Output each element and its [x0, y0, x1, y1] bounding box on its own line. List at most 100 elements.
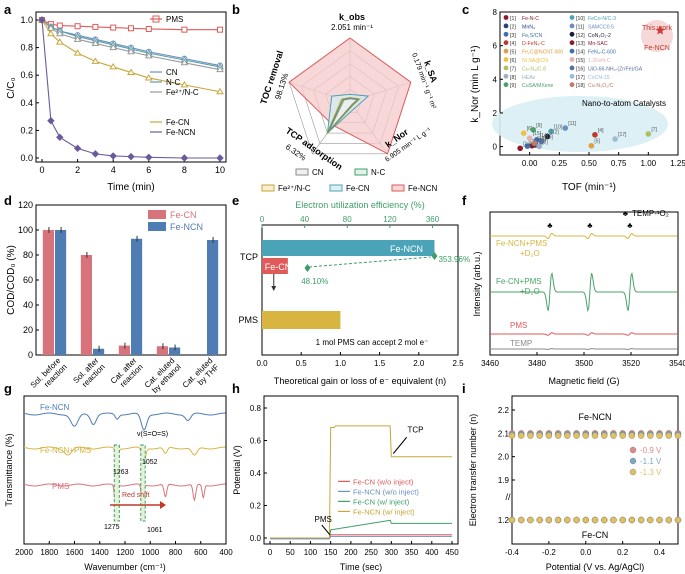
- scatter-point-c: [531, 140, 538, 147]
- legend-label-fe2nc: Fe²⁺/N-C: [166, 88, 199, 97]
- x-tick-label-g: 600: [194, 548, 208, 557]
- point-label-c: [11]: [568, 121, 577, 127]
- x-tick-label-e: 2.5: [452, 359, 464, 368]
- x-tick-label-e: 2.0: [413, 359, 425, 368]
- legend-dot-c: [569, 73, 575, 79]
- y-tick-label-d: 120: [18, 200, 33, 210]
- this-work-halo: [641, 20, 673, 52]
- spectrum-label-f: TEMP: [510, 339, 532, 348]
- data-point-a: [73, 144, 82, 153]
- data-point-fecn-i: [527, 516, 534, 524]
- scatter-points-c: [1][2][3][4][5][6][7][8][9][10][11][12][…: [517, 25, 665, 152]
- bars-d: [42, 227, 219, 355]
- panel-letter-f: f: [462, 193, 467, 208]
- legend-label-nc: N-C: [166, 78, 180, 87]
- y-tick-label-d: 60: [23, 275, 33, 285]
- data-point-fecn-i: [601, 516, 608, 524]
- series-line-4: [41, 19, 221, 93]
- y-tick-label-c: 8: [493, 8, 498, 17]
- bar-fecn-e: [262, 258, 288, 274]
- y-tick-label-h: 0.8: [250, 404, 262, 413]
- scatter-point-c: [536, 143, 542, 150]
- legend-num-c: [10]: [576, 16, 585, 22]
- data-point-fencn-i: [674, 432, 682, 439]
- x-tick-label-i: 0.4: [654, 548, 666, 557]
- annotation-arrow-tcp: [392, 436, 408, 454]
- data-point-a: [109, 152, 117, 160]
- legend-dot-c: [503, 31, 509, 37]
- legend-num-c: [17]: [576, 75, 585, 81]
- bars-e: 0.0 0.5 1.0 1.5 2.0 2.5 0 40 80 120 360 Fe-NCN Fe-CN…: [238, 215, 470, 368]
- category-label-tcp: TCP: [240, 252, 258, 262]
- y-tick-label-d: 80: [23, 250, 33, 260]
- radar-series-b: [288, 37, 412, 155]
- x-label-g: Wavenumber (cm⁻¹): [84, 562, 165, 572]
- x-tick-label-g: 400: [219, 548, 233, 557]
- scatter-point-c: [544, 133, 551, 140]
- data-point-a: [127, 152, 135, 161]
- legend-name-c: D-FeN₄-C: [522, 41, 545, 47]
- legend-name-c: Cu-N₃O₂/C: [588, 83, 614, 89]
- data-point-fecn-i: [656, 516, 663, 524]
- legend-label-cn: CN: [166, 68, 178, 77]
- ftir-fencn: [23, 412, 226, 431]
- y-label-f: Intensity (arb.u.): [472, 251, 482, 316]
- x-tick-label-g: 1400: [91, 548, 109, 557]
- data-point-a: [145, 153, 153, 162]
- data-point-fecn-i: [619, 516, 626, 524]
- epr-spectra-f: 3460 3480 3500 3520 3540♣ ♣ ♣♣Fe-NCN+PMS+D₂OFe…: [481, 209, 685, 368]
- data-point-fecn-i: [582, 516, 589, 524]
- curve-fencn-w: [270, 425, 452, 539]
- legend-num-c: [12]: [576, 33, 585, 39]
- group-label-fecn: Fe-CN: [582, 530, 609, 540]
- point-label-c: [7]: [651, 127, 657, 133]
- data-point-a: [180, 80, 189, 88]
- spectrum-label-f: +D₂O: [520, 287, 540, 296]
- club-marker-f: ♣: [547, 221, 553, 230]
- legend-name-c: CoCN-15: [588, 75, 610, 81]
- y-tick-label-a: 0.2: [20, 125, 33, 135]
- x-tick-label-e: 1.5: [374, 359, 386, 368]
- panel-b: k_obs 2.051 min⁻¹ k_SA 0.179 min⁻¹ g⁻¹ m…: [258, 12, 439, 193]
- legend-dot-c: [569, 31, 575, 37]
- legend-num-c: [11]: [576, 24, 585, 30]
- bar-d: [93, 348, 105, 355]
- panel-g: 2000 1800 1600 1400 1200 1000 800 600 400 Fe-NCN F…: [4, 395, 233, 572]
- x-tick-label-a: 6: [146, 165, 151, 175]
- band-box-1263: [113, 444, 120, 522]
- category-label-d: Sol. afterreaction: [71, 356, 107, 392]
- spectrum-label-f: PMS: [510, 321, 527, 330]
- panel-d: 0 20 40 60 80 100 120 Sol. beforereaction Sol. …: [6, 200, 227, 395]
- legend-dot-c: [503, 73, 509, 79]
- x-label-c: TOF (min⁻¹): [562, 182, 616, 193]
- data-point-fencn-i: [564, 432, 571, 439]
- legend-name-c: 1.2FeN-C: [588, 58, 611, 64]
- legend-num-c: [3]: [510, 33, 516, 39]
- scatter-point-c: [517, 145, 523, 152]
- axis-ticks-a: 0 2 4 6 8 10 0.0 0.2 0.4 0.6 0.8 1.0: [20, 15, 225, 175]
- legend-dot-i: [629, 446, 637, 454]
- x-tick-label-c: 1.25: [670, 159, 685, 168]
- legend-dot-c: [503, 15, 509, 20]
- efficiency-label-fecn: 48.10%: [301, 277, 328, 286]
- radar-series-3: [326, 93, 370, 135]
- legend-label-nc-b: N-C: [371, 168, 385, 177]
- legend-label-h: Fe-CN (w/o inject): [353, 477, 414, 486]
- bar-d: [169, 347, 181, 355]
- y-tick-label-i: 1.2: [498, 516, 510, 525]
- y-tick-label-c: 0: [493, 143, 498, 152]
- data-point-a: [74, 23, 81, 30]
- legend-num-c: [14]: [576, 50, 585, 56]
- scatter-point-c: [592, 132, 598, 138]
- data-point-a: [91, 39, 100, 46]
- y-tick-label-d: 100: [18, 225, 33, 235]
- legend-dot-c: [569, 15, 575, 20]
- legend-num-c: [2]: [510, 24, 516, 30]
- group-label-fencn: Fe-NCN: [579, 412, 612, 422]
- x-tick-label-i: 0.2: [617, 548, 629, 557]
- point-label-c: [15]: [533, 131, 542, 137]
- legend-num-c: [5]: [510, 50, 516, 56]
- scatter-point-c: [562, 125, 569, 131]
- bar-d: [156, 346, 168, 355]
- legend-label-h: Fe-CN (w/ inject): [353, 497, 410, 506]
